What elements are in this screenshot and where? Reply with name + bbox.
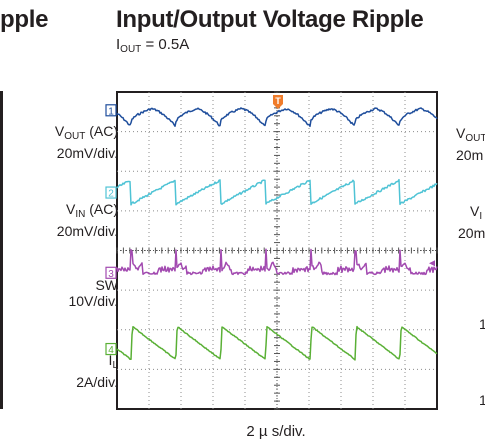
sw-level-arrow <box>429 260 435 267</box>
channel-markers: 1 2 3 4 T <box>105 95 435 356</box>
ch2-name-suffix: (AC) <box>85 201 118 217</box>
left-panel-border <box>0 91 3 409</box>
ch2-name: V <box>65 201 76 217</box>
ch1-name-suffix: (AC) <box>85 123 118 139</box>
channel-1-label: VOUT (AC) 20mV/div. <box>55 123 118 161</box>
condition-subscript: OUT <box>120 44 142 55</box>
ch1-name-sub: OUT <box>64 131 86 142</box>
ch2-name-sub: IN <box>75 209 86 220</box>
channel-3-marker-label: 3 <box>108 269 114 280</box>
channel-4-marker-label: 4 <box>108 345 114 356</box>
sw-trace <box>116 248 438 276</box>
ch4-name-sub: L <box>112 360 118 371</box>
right-panel-label-1: VOUT 20m <box>456 125 485 163</box>
vout-trace <box>116 107 438 128</box>
left-panel-title-fragment: pple <box>0 6 49 33</box>
x-axis-label: 2 µ s/div. <box>246 423 306 440</box>
trigger-marker: T <box>273 95 283 109</box>
ch2-scale: 20mV/div. <box>56 223 118 239</box>
right-panel-label-4: 1 <box>479 392 485 408</box>
ch3-name: SW <box>95 277 118 293</box>
channel-2-marker: 2 <box>105 186 117 200</box>
plot-grid <box>116 91 438 410</box>
channel-4-marker: 4 <box>105 342 117 356</box>
channel-1-marker: 1 <box>105 104 117 117</box>
chart-condition: IOUT = 0.5A <box>116 36 189 55</box>
channel-3-marker: 3 <box>105 266 117 280</box>
condition-symbol: I <box>116 36 121 53</box>
channel-2-label: VIN (AC) 20mV/div. <box>57 201 118 239</box>
chart-title: Input/Output Voltage Ripple <box>116 6 424 33</box>
ch1-scale: 20mV/div. <box>56 145 118 161</box>
right-panel-label-2: VI 20m <box>458 203 485 241</box>
channel-1-marker-label: 1 <box>108 106 114 117</box>
ch3-scale: 10V/div. <box>68 293 118 309</box>
channel-2-marker-label: 2 <box>108 189 114 200</box>
ch4-name: I <box>108 352 113 368</box>
channel-4-label: IL 2A/div. <box>76 352 118 390</box>
condition-value: = 0.5A <box>141 36 190 53</box>
channel-3-label: SW 10V/div. <box>68 277 118 309</box>
trigger-marker-label: T <box>275 96 281 106</box>
il-trace <box>116 325 438 361</box>
ch4-scale: 2A/div. <box>76 374 118 390</box>
plot-traces <box>116 107 438 361</box>
vin-trace <box>116 178 438 206</box>
right-panel-label-3: 1 <box>479 316 485 332</box>
ch1-name: V <box>54 123 65 139</box>
